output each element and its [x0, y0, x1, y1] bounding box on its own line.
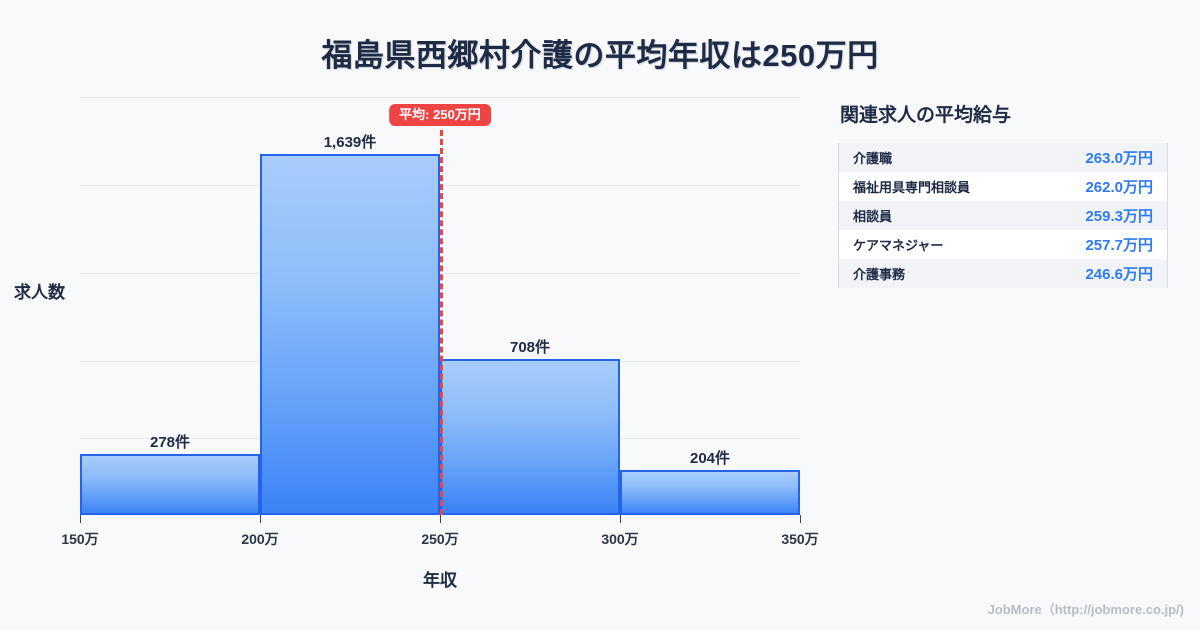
table-row: 介護事務 246.6万円: [839, 259, 1167, 288]
salary-job-name: 福祉用具専門相談員: [853, 180, 971, 195]
gridline: [80, 97, 800, 98]
plot-area: 278件 1,639件 708件 204件 150万 200万 250万 300万 350万: [61, 97, 819, 547]
y-axis-label: 求人数: [14, 283, 65, 302]
salary-job-name: 介護事務: [853, 267, 906, 282]
bar-value-label: 278件: [149, 433, 191, 451]
salary-amount: 259.3万円: [1085, 208, 1153, 225]
page-title: 福島県西郷村介護の平均年収は250万円: [321, 38, 879, 73]
x-tick: [260, 515, 261, 523]
x-axis-label: 年収: [423, 571, 457, 590]
x-tick: [440, 515, 441, 523]
bar: [440, 359, 620, 515]
average-marker-badge: 平均: 250万円: [389, 104, 491, 126]
salary-amount: 246.6万円: [1085, 266, 1153, 283]
x-tick-label: 150万: [61, 531, 99, 547]
x-tick: [620, 515, 621, 523]
table-row: 介護職 263.0万円: [839, 143, 1167, 172]
table-row: ケアマネジャー 257.7万円: [839, 230, 1167, 259]
x-tick-label: 300万: [601, 531, 639, 547]
footer-watermark: JobMore（http://jobmore.co.jp/): [987, 602, 1184, 617]
table-row: 福祉用具専門相談員 262.0万円: [839, 172, 1167, 201]
x-tick: [80, 515, 81, 523]
x-tick: [800, 515, 801, 523]
bar-value-label: 1,639件: [323, 134, 377, 152]
bar: [260, 154, 440, 515]
salary-amount: 263.0万円: [1085, 150, 1153, 167]
average-marker-line: [440, 130, 443, 515]
bar: [80, 453, 260, 515]
bar: [620, 470, 800, 515]
x-tick-label: 350万: [781, 531, 819, 547]
salary-job-name: ケアマネジャー: [853, 238, 944, 253]
x-tick-label: 200万: [241, 531, 279, 547]
salary-amount: 262.0万円: [1085, 179, 1153, 196]
related-salary-title: 関連求人の平均給与: [840, 105, 1012, 126]
related-salary-table: 介護職 263.0万円福祉用具専門相談員 262.0万円相談員 259.3万円ケアマネ…: [838, 143, 1168, 288]
table-row: 相談員 259.3万円: [839, 201, 1167, 230]
salary-job-name: 相談員: [853, 209, 893, 224]
salary-job-name: 介護職: [853, 151, 893, 166]
bar-value-label: 204件: [689, 450, 731, 468]
x-tick-label: 250万: [421, 531, 459, 547]
related-salary-panel: 関連求人の平均給与 介護職 263.0万円福祉用具専門相談員 262.0万円相談員 2…: [838, 100, 1168, 288]
histogram-chart: 求人数 年収 278件 1,639件 708件 204件 150万 200万 250万 30…: [14, 97, 819, 590]
salary-amount: 257.7万円: [1085, 237, 1153, 254]
bar-value-label: 708件: [509, 339, 551, 357]
